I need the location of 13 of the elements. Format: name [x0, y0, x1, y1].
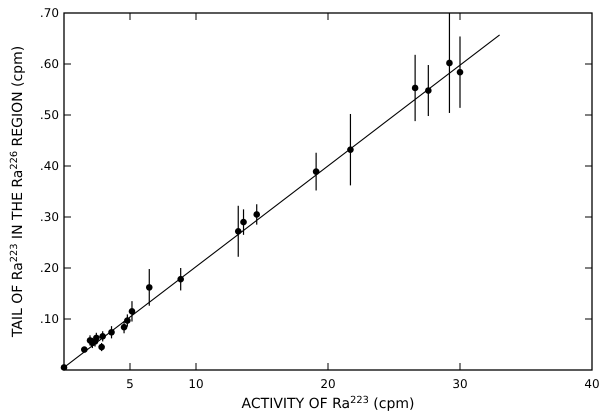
y-tick-label: .30	[40, 210, 59, 224]
x-tick-label: 10	[188, 377, 204, 391]
x-tick-label: 20	[320, 377, 336, 391]
x-axis-title: ACTIVITY OF Ra$^{223}$ (cpm)	[242, 394, 414, 412]
y-tick-label: .60	[40, 57, 59, 72]
y-tick-label: .40	[40, 159, 59, 174]
y-tick-label: .10	[40, 312, 59, 326]
y-tick-label: .70	[40, 6, 59, 20]
y-tick-label: .50	[40, 108, 59, 122]
x-tick-label: 40	[584, 377, 599, 391]
y-tick-label: .20	[40, 261, 59, 276]
x-tick-label: 5	[126, 377, 134, 391]
x-tick-label: 30	[452, 377, 468, 391]
